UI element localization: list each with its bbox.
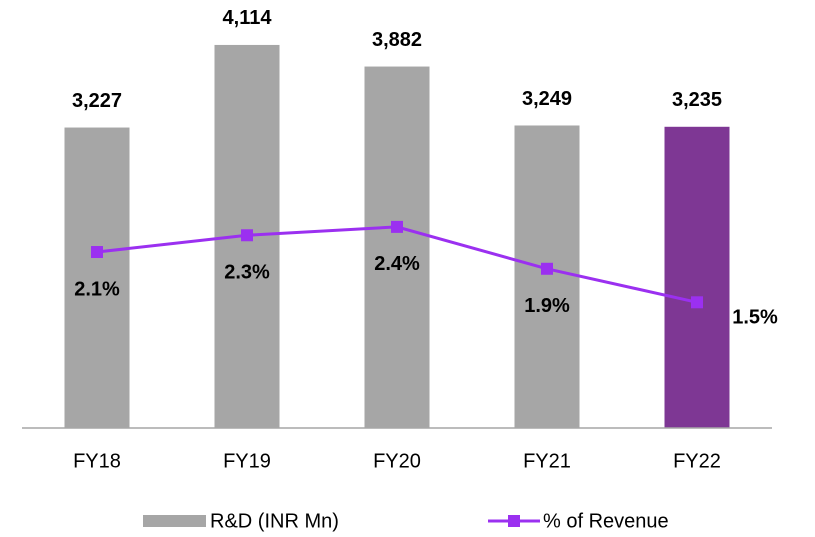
data-label: 3,227 <box>72 90 122 112</box>
data-label: 2.1% <box>74 278 120 300</box>
line-marker <box>691 296 703 309</box>
line-marker <box>391 220 403 233</box>
x-tick-label: FY21 <box>523 450 571 472</box>
x-tick-label: FY20 <box>373 450 421 472</box>
bar <box>514 125 580 429</box>
data-label: 4,114 <box>223 7 273 29</box>
data-label: 1.9% <box>524 295 570 317</box>
data-label: 1.5% <box>732 307 778 329</box>
x-tick-label: FY18 <box>73 450 121 472</box>
bar <box>364 66 430 428</box>
data-label: 3,882 <box>372 29 422 51</box>
bar <box>664 126 730 428</box>
legend-swatch-marker <box>508 515 520 527</box>
data-label: 3,249 <box>522 88 572 110</box>
data-label: 2.4% <box>374 253 420 275</box>
legend-swatch <box>143 515 206 527</box>
data-label: 2.3% <box>224 262 270 284</box>
legend-label: R&D (INR Mn) <box>210 510 339 532</box>
bar <box>64 127 130 428</box>
line-marker <box>241 229 253 242</box>
x-tick-label: FY19 <box>223 450 271 472</box>
legend-label: % of Revenue <box>543 510 669 532</box>
line-marker <box>541 262 553 275</box>
line-marker <box>91 246 103 259</box>
x-tick-label: FY22 <box>673 450 721 472</box>
data-label: 3,235 <box>672 89 722 111</box>
